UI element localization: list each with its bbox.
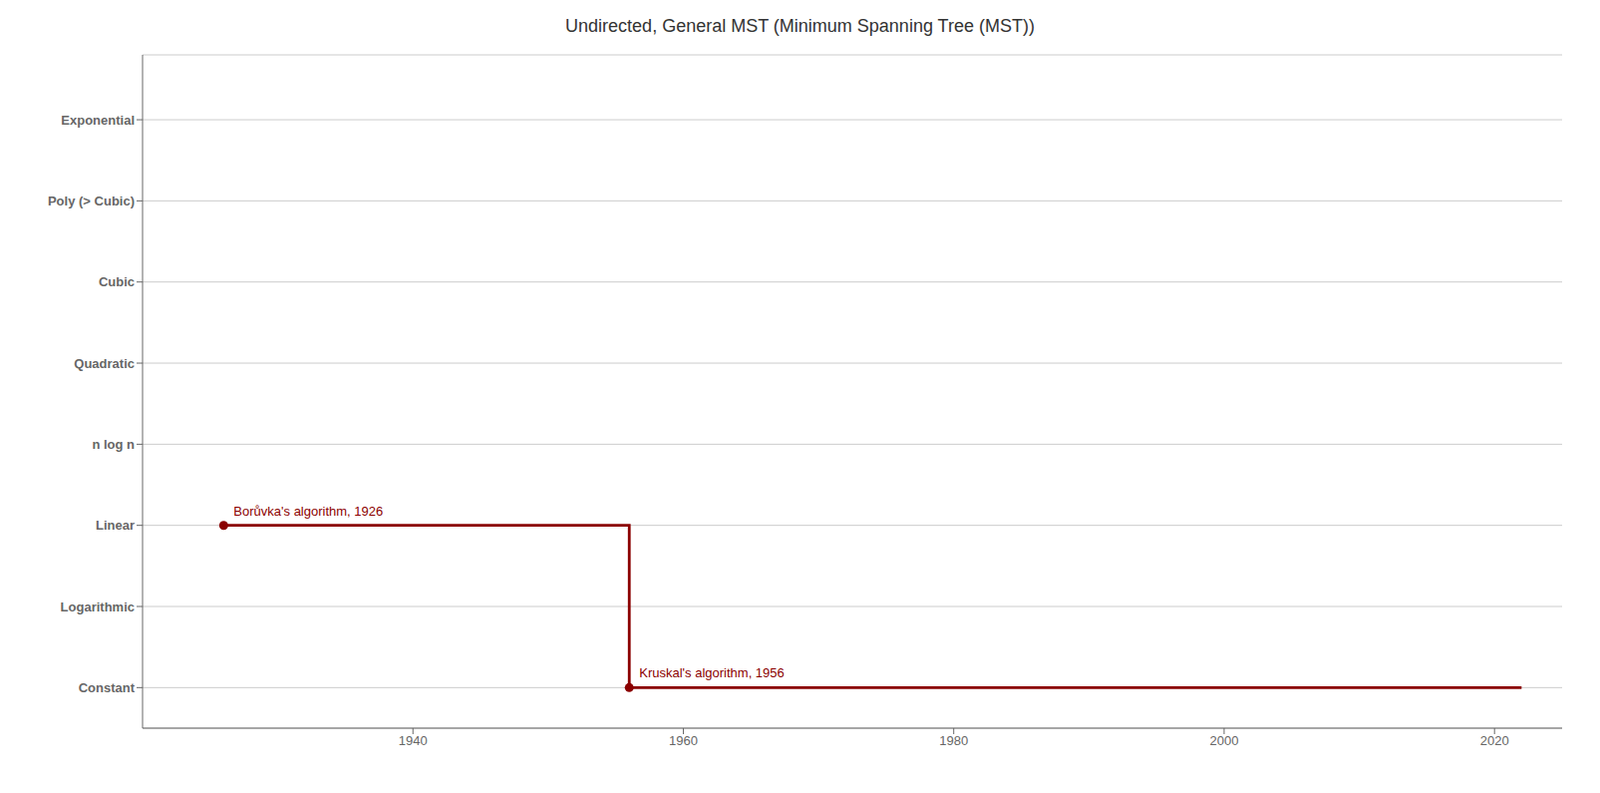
svg-text:2020: 2020 (1480, 732, 1510, 748)
svg-text:Linear: Linear (95, 517, 135, 533)
svg-text:Cubic: Cubic (98, 274, 135, 290)
svg-text:Borůvka's algorithm, 1926: Borůvka's algorithm, 1926 (233, 503, 383, 519)
svg-text:2000: 2000 (1209, 732, 1239, 748)
svg-text:Kruskal's algorithm, 1956: Kruskal's algorithm, 1956 (639, 664, 785, 680)
svg-text:Exponential: Exponential (60, 112, 135, 128)
svg-text:1960: 1960 (668, 732, 698, 748)
svg-text:Logarithmic: Logarithmic (60, 599, 135, 615)
svg-text:Poly (> Cubic): Poly (> Cubic) (47, 193, 135, 209)
svg-text:1980: 1980 (939, 732, 968, 748)
svg-text:Constant: Constant (78, 679, 136, 695)
svg-text:1940: 1940 (398, 732, 428, 748)
html-text:Undirected, General MST (Minim: Undirected, General MST (Minimum Spannin… (565, 15, 1035, 36)
svg-text:n log n: n log n (91, 436, 135, 452)
svg-text:Quadratic: Quadratic (73, 355, 135, 371)
